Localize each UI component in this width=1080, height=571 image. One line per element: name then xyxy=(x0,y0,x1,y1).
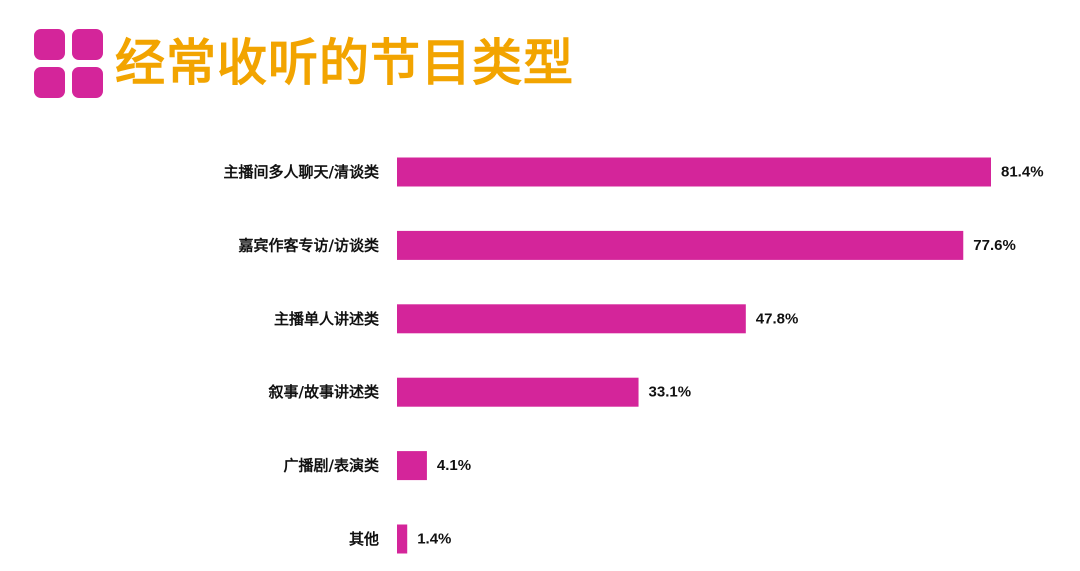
bar xyxy=(397,451,427,481)
category-label: 主播间多人聊天/清谈类 xyxy=(224,163,380,181)
bar xyxy=(397,524,408,554)
bar xyxy=(397,230,964,260)
category-label: 主播单人讲述类 xyxy=(274,310,380,328)
category-label: 广播剧/表演类 xyxy=(284,457,380,475)
data-label: 81.4% xyxy=(1001,164,1044,181)
logo-square xyxy=(34,28,65,60)
data-label: 4.1% xyxy=(437,457,471,474)
four-squares-icon xyxy=(34,28,103,98)
page-header: 经常收听的节目类型 xyxy=(34,28,574,98)
bar xyxy=(397,377,639,407)
page-title: 经常收听的节目类型 xyxy=(115,34,574,92)
category-label: 嘉宾作客专访/访谈类 xyxy=(238,236,380,254)
category-label: 其他 xyxy=(349,530,379,548)
data-label: 33.1% xyxy=(649,384,692,401)
logo-square xyxy=(72,66,103,98)
bar xyxy=(397,304,746,334)
category-label: 叙事/故事讲述类 xyxy=(268,383,380,401)
data-label: 1.4% xyxy=(417,531,451,548)
logo-square xyxy=(72,28,103,60)
logo-square xyxy=(34,66,65,98)
data-label: 77.6% xyxy=(973,237,1016,254)
data-label: 47.8% xyxy=(756,310,799,327)
bar xyxy=(397,157,991,187)
